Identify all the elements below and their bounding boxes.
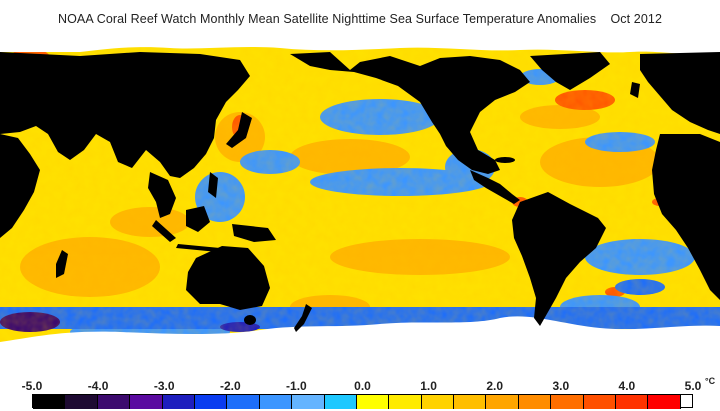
legend-tick-label: 4.0 xyxy=(618,379,636,393)
legend-tick-label: 2.0 xyxy=(486,379,504,393)
legend-tick-label: 0.0 xyxy=(354,379,371,393)
colorbar-swatch xyxy=(292,395,325,409)
new-zealand xyxy=(294,304,312,332)
colorbar-swatch xyxy=(324,395,357,409)
colorbar-swatch xyxy=(130,395,163,409)
colorbar-swatch xyxy=(616,395,649,409)
colorbar-swatch xyxy=(454,395,487,409)
color-scale-bar xyxy=(32,394,693,409)
north-america xyxy=(290,52,530,174)
eurasia xyxy=(640,52,720,134)
colorbar-swatch xyxy=(389,395,422,409)
antarctic-ice xyxy=(0,316,720,372)
legend-unit: °C xyxy=(705,376,716,386)
colorbar-swatch xyxy=(583,395,617,409)
greenland xyxy=(530,52,610,90)
colorbar-swatch xyxy=(356,395,390,409)
colorbar-swatch xyxy=(259,395,293,409)
sst-anomaly-map xyxy=(0,42,720,372)
legend-tick-label: 3.0 xyxy=(552,379,570,393)
philippines xyxy=(208,172,218,198)
australia xyxy=(186,246,270,310)
colorbar-swatch xyxy=(194,395,228,409)
legend-tick-label: -4.0 xyxy=(87,379,109,393)
colorbar-swatch xyxy=(227,395,260,409)
legend-tick-label: 5.0 xyxy=(684,379,702,393)
sumatra xyxy=(152,220,176,242)
land xyxy=(0,52,720,332)
japan xyxy=(226,112,252,148)
colorbar-swatch xyxy=(65,395,98,409)
colorbar-swatch xyxy=(421,395,455,409)
colorbar-swatch xyxy=(33,395,66,409)
africa-east xyxy=(0,134,40,238)
map-title: NOAA Coral Reef Watch Monthly Mean Satel… xyxy=(57,12,663,26)
legend-tick-label: 1.0 xyxy=(420,379,437,393)
colorbar-swatch xyxy=(486,395,519,409)
legend-tick-label: -5.0 xyxy=(21,379,43,393)
java xyxy=(176,244,220,252)
central-america xyxy=(470,170,520,204)
colorbar-swatch xyxy=(551,395,584,409)
new-guinea xyxy=(232,224,276,242)
legend-tick-label: -3.0 xyxy=(153,379,175,393)
colorbar-swatch xyxy=(162,395,195,409)
legend-tick-label: -1.0 xyxy=(286,379,307,393)
madagascar xyxy=(56,250,68,278)
indochina xyxy=(148,172,176,218)
south-america xyxy=(512,192,606,326)
legend-labels: -5.0 -4.0 -3.0 -2.0 -1.0 0.0 1.0 2.0 3.0 4.0 5.0 °C xyxy=(0,376,720,393)
asia xyxy=(0,52,250,178)
borneo xyxy=(186,206,210,232)
colorbar-swatch xyxy=(648,395,681,409)
africa-west xyxy=(652,134,720,300)
colorbar-swatch xyxy=(97,395,131,409)
legend-tick-label: -2.0 xyxy=(219,379,241,393)
uk xyxy=(630,82,640,98)
colorbar-swatch xyxy=(518,395,552,409)
arctic-ice xyxy=(0,42,720,55)
